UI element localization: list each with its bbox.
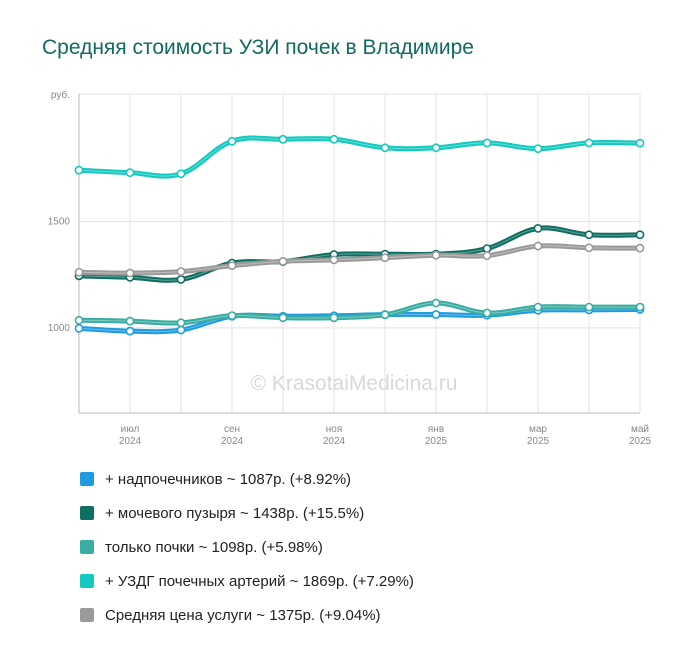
data-point[interactable]: [329, 134, 339, 144]
data-point[interactable]: [533, 241, 543, 251]
data-point[interactable]: [329, 255, 339, 265]
data-point[interactable]: [227, 136, 237, 146]
series: [74, 134, 645, 336]
x-axis-ticks: июл2024сен2024ноя2024янв2025мар2025май20…: [119, 424, 652, 447]
data-point[interactable]: [74, 267, 84, 277]
data-point[interactable]: [176, 267, 186, 276]
data-point[interactable]: [431, 250, 441, 260]
legend-swatch: [80, 574, 94, 588]
data-point[interactable]: [533, 302, 543, 312]
legend-item[interactable]: Средняя цена услуги ~ 1375р. (+9.04%): [80, 598, 414, 632]
x-tick-year: 2025: [527, 436, 550, 447]
data-point[interactable]: [584, 302, 594, 312]
data-point[interactable]: [635, 230, 645, 240]
data-point[interactable]: [125, 326, 135, 336]
data-point[interactable]: [431, 310, 441, 319]
series-line-highlight: [78, 245, 641, 274]
data-point[interactable]: [533, 224, 543, 233]
data-point[interactable]: [482, 308, 492, 318]
series-3: [74, 298, 645, 328]
legend: + надпочечников ~ 1087р. (+8.92%) + мочев…: [80, 462, 414, 632]
legend-label: + мочевого пузыря ~ 1438р. (+15.5%): [105, 504, 365, 522]
data-point[interactable]: [74, 323, 84, 333]
x-tick-year: 2025: [629, 436, 652, 447]
x-tick-month: мар: [529, 424, 547, 435]
data-point[interactable]: [380, 253, 390, 263]
data-point[interactable]: [125, 268, 135, 278]
series-line: [76, 243, 643, 276]
data-point[interactable]: [227, 311, 237, 320]
x-tick-year: 2024: [323, 436, 346, 447]
x-tick-month: янв: [428, 424, 444, 435]
x-tick-month: май: [631, 424, 649, 435]
legend-label: + надпочечников ~ 1087р. (+8.92%): [105, 470, 352, 488]
data-point[interactable]: [176, 318, 186, 328]
data-point[interactable]: [176, 325, 186, 335]
data-point[interactable]: [176, 275, 186, 284]
data-point[interactable]: [482, 244, 492, 254]
y-tick-label: 1000: [48, 323, 71, 334]
y-axis-label: руб.: [51, 89, 70, 101]
legend-label: только почки ~ 1098р. (+5.98%): [105, 538, 323, 556]
x-tick-year: 2024: [221, 436, 244, 447]
data-point[interactable]: [278, 256, 288, 266]
data-point[interactable]: [635, 302, 645, 312]
legend-swatch: [80, 506, 94, 520]
data-point[interactable]: [380, 143, 390, 153]
data-point[interactable]: [176, 169, 186, 179]
legend-item[interactable]: + мочевого пузыря ~ 1438р. (+15.5%): [80, 496, 414, 530]
series-line-highlight: [78, 137, 641, 177]
x-tick-month: июл: [121, 424, 140, 435]
data-point[interactable]: [329, 313, 339, 323]
data-point[interactable]: [278, 313, 288, 323]
data-point[interactable]: [125, 168, 135, 178]
data-point[interactable]: [431, 298, 441, 308]
data-point[interactable]: [482, 251, 492, 261]
series-4: [74, 134, 645, 179]
series-line-highlight: [78, 302, 640, 324]
data-point[interactable]: [635, 243, 645, 253]
data-point[interactable]: [584, 138, 594, 148]
data-point[interactable]: [482, 138, 492, 148]
legend-item[interactable]: + надпочечников ~ 1087р. (+8.92%): [80, 462, 414, 496]
watermark: © KrasotaiMedicina.ru: [251, 372, 458, 395]
data-point[interactable]: [74, 165, 84, 175]
data-point[interactable]: [74, 315, 84, 325]
data-point[interactable]: [584, 243, 594, 253]
legend-item[interactable]: только почки ~ 1098р. (+5.98%): [80, 530, 414, 564]
data-point[interactable]: [533, 144, 543, 154]
legend-swatch: [80, 608, 94, 622]
series-line: [76, 135, 643, 179]
data-point[interactable]: [125, 316, 135, 326]
series-5: [74, 241, 645, 278]
x-tick-year: 2024: [119, 436, 142, 447]
legend-label: + УЗДГ почечных артерий ~ 1869р. (+7.29%…: [105, 572, 414, 590]
data-point[interactable]: [431, 143, 441, 153]
data-point[interactable]: [380, 310, 390, 320]
legend-swatch: [80, 540, 94, 554]
chart-title: Средняя стоимость УЗИ почек в Владимире: [42, 36, 474, 59]
legend-swatch: [80, 472, 94, 486]
x-tick-year: 2025: [425, 436, 448, 447]
series-line: [76, 300, 643, 326]
legend-label: Средняя цена услуги ~ 1375р. (+9.04%): [105, 606, 381, 624]
data-point[interactable]: [278, 134, 288, 144]
y-axis-ticks: 1000 1500: [48, 217, 71, 334]
y-tick-label: 1500: [48, 217, 71, 228]
x-tick-month: ноя: [326, 424, 343, 435]
series-line: [76, 225, 643, 283]
data-point[interactable]: [584, 230, 594, 240]
data-point[interactable]: [635, 138, 645, 148]
series-line-highlight: [78, 227, 641, 281]
data-point[interactable]: [227, 261, 237, 271]
legend-item[interactable]: + УЗДГ почечных артерий ~ 1869р. (+7.29%…: [80, 564, 414, 598]
x-tick-month: сен: [224, 424, 240, 435]
